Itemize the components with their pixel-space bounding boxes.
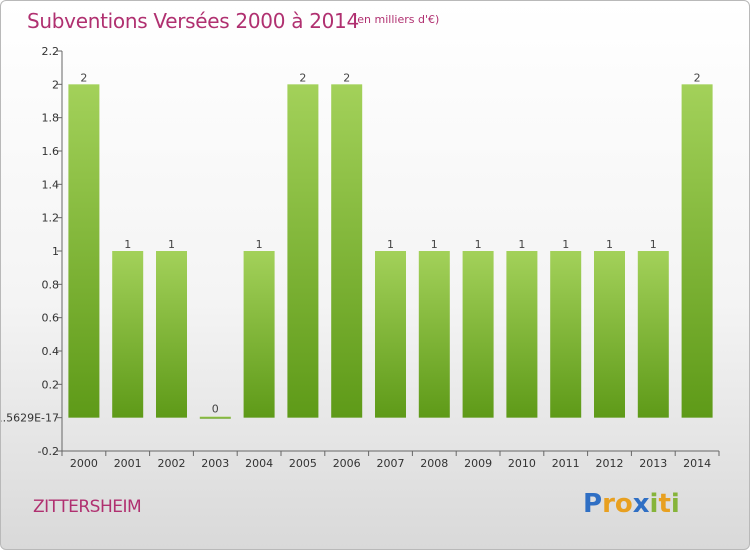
x-tick-label: 2007 <box>377 457 405 470</box>
bar <box>594 251 625 418</box>
y-tick-label: -0.2 <box>38 445 59 458</box>
data-label: 1 <box>562 238 569 251</box>
bar <box>681 84 713 418</box>
bar <box>550 251 582 418</box>
logo-letter: i <box>649 489 659 519</box>
data-label: 1 <box>168 238 175 251</box>
data-label: 2 <box>343 71 350 84</box>
bar <box>375 251 406 418</box>
y-tick-label: -1.5629E-17 <box>1 412 59 425</box>
logo-letter: P <box>583 489 603 519</box>
x-tick-label: 2009 <box>464 457 492 470</box>
x-tick-label: 2005 <box>289 457 317 470</box>
data-label: 2 <box>694 71 701 84</box>
commune-name: ZITTERSHEIM <box>33 497 142 517</box>
logo-letter: i <box>670 489 680 519</box>
bar <box>331 84 363 418</box>
data-label: 1 <box>124 238 131 251</box>
y-tick-label: 0.8 <box>42 278 60 291</box>
y-tick-label: 1.2 <box>42 212 60 225</box>
bar <box>637 251 669 418</box>
bar <box>112 251 144 418</box>
y-tick-label: 0.2 <box>42 378 60 391</box>
data-label: 0 <box>212 403 219 416</box>
x-tick-label: 2002 <box>158 457 186 470</box>
y-tick-label: 1.8 <box>42 112 60 125</box>
x-tick-label: 2011 <box>552 457 580 470</box>
data-label: 1 <box>387 238 394 251</box>
x-tick-label: 2008 <box>420 457 448 470</box>
y-tick-label: 2 <box>52 78 59 91</box>
x-tick-label: 2004 <box>245 457 273 470</box>
logo-letter: t <box>658 489 671 519</box>
proxiti-logo: Proxiti <box>583 489 680 519</box>
y-tick-label: 1.6 <box>42 145 60 158</box>
chart-subtitle: (en milliers d'€) <box>353 13 440 26</box>
bar <box>287 84 319 418</box>
bar <box>418 251 450 418</box>
data-label: 1 <box>518 238 525 251</box>
data-label: 2 <box>299 71 306 84</box>
y-tick-label: 1 <box>52 245 59 258</box>
x-tick-label: 2006 <box>333 457 361 470</box>
x-tick-label: 2013 <box>639 457 667 470</box>
y-tick-label: 1.4 <box>42 178 60 191</box>
logo-letter: x <box>632 489 650 519</box>
bar <box>156 251 187 418</box>
x-tick-label: 2003 <box>201 457 229 470</box>
data-label: 2 <box>80 71 87 84</box>
x-tick-label: 2010 <box>508 457 536 470</box>
x-tick-label: 2012 <box>596 457 624 470</box>
x-tick-label: 2001 <box>114 457 142 470</box>
logo-letter: r <box>602 489 615 519</box>
bar <box>506 251 538 418</box>
axes-group: -0.2 -1.5629E-17 0.2 0.4 0.6 0.8 1 1.2 1.4 1.6 1.8… <box>1 45 720 470</box>
data-label: 1 <box>431 238 438 251</box>
y-tick-label: 2.2 <box>42 45 60 58</box>
y-tick-label: 0.4 <box>42 345 60 358</box>
x-tick-label: 2014 <box>683 457 711 470</box>
data-label: 1 <box>650 238 657 251</box>
bars-group: 2 1 1 0 1 2 2 1 1 1 1 1 1 1 2 <box>68 71 713 419</box>
data-label: 1 <box>475 238 482 251</box>
bar <box>462 251 494 418</box>
bar <box>199 416 231 419</box>
data-label: 1 <box>606 238 613 251</box>
y-tick-label: 0.6 <box>42 312 60 325</box>
bar <box>243 251 275 418</box>
data-label: 1 <box>256 238 263 251</box>
chart-title: Subventions Versées 2000 à 2014 <box>27 9 359 33</box>
logo-letter: o <box>614 489 633 519</box>
bar <box>68 84 100 418</box>
x-tick-label: 2000 <box>70 457 98 470</box>
